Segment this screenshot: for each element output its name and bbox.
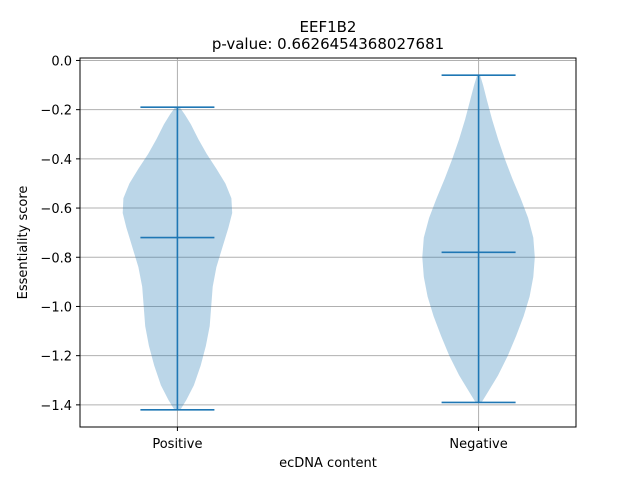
x-tick-label: Negative: [449, 437, 507, 452]
y-tick-label: −0.2: [40, 104, 72, 119]
y-axis-label: Essentiality score: [16, 186, 31, 300]
violins: [122, 74, 535, 411]
x-axis-label: ecDNA content: [279, 456, 377, 471]
y-tick-label: −1.4: [40, 399, 72, 414]
y-tick-label: −1.0: [40, 300, 72, 315]
y-tick-label: −0.6: [40, 202, 72, 217]
chart-title: EEF1B2: [300, 18, 357, 36]
x-tick-label: Positive: [152, 437, 202, 452]
chart-subtitle: p-value: 0.6626454368027681: [212, 35, 444, 53]
y-tick-label: −1.2: [40, 350, 72, 365]
y-tick-label: −0.4: [40, 153, 72, 168]
y-tick-label: −0.8: [40, 251, 72, 266]
axis-ticks: 0.0 −0.2 −0.4 −0.6 −0.8 −1.0 −1.2 −1.4 Positive N…: [40, 54, 507, 452]
plot-frame: [79, 57, 577, 428]
y-tick-label: 0.0: [51, 54, 72, 69]
